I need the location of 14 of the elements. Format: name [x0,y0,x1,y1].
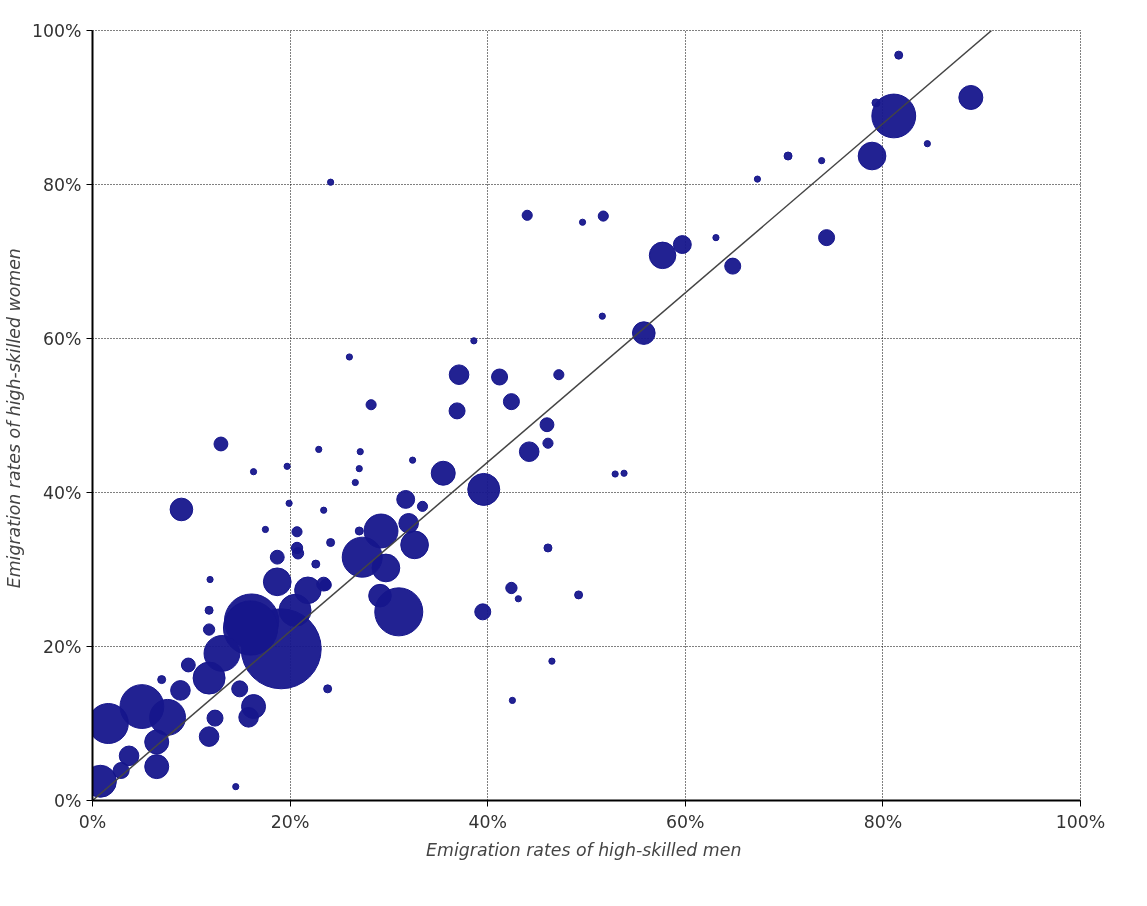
y-axis-title: Emigration rates of high-skilled women [3,248,24,589]
x-tick-label: 80% [863,811,903,832]
y-tick-label: 60% [42,328,82,349]
x-tick-label: 0% [78,811,107,832]
y-tick-label: 100% [31,20,82,41]
x-tick-label: 20% [270,811,310,832]
x-tick-label: 100% [1055,811,1106,832]
x-tick-label: 60% [666,811,705,832]
y-tick-label: 80% [42,174,82,195]
x-tick-label: 40% [468,811,507,832]
y-tick-label: 40% [42,482,82,503]
y-tick-label: 20% [42,636,82,657]
y-tick-label: 0% [54,790,82,811]
x-axis-title: Emigration rates of high-skilled men [426,839,742,860]
